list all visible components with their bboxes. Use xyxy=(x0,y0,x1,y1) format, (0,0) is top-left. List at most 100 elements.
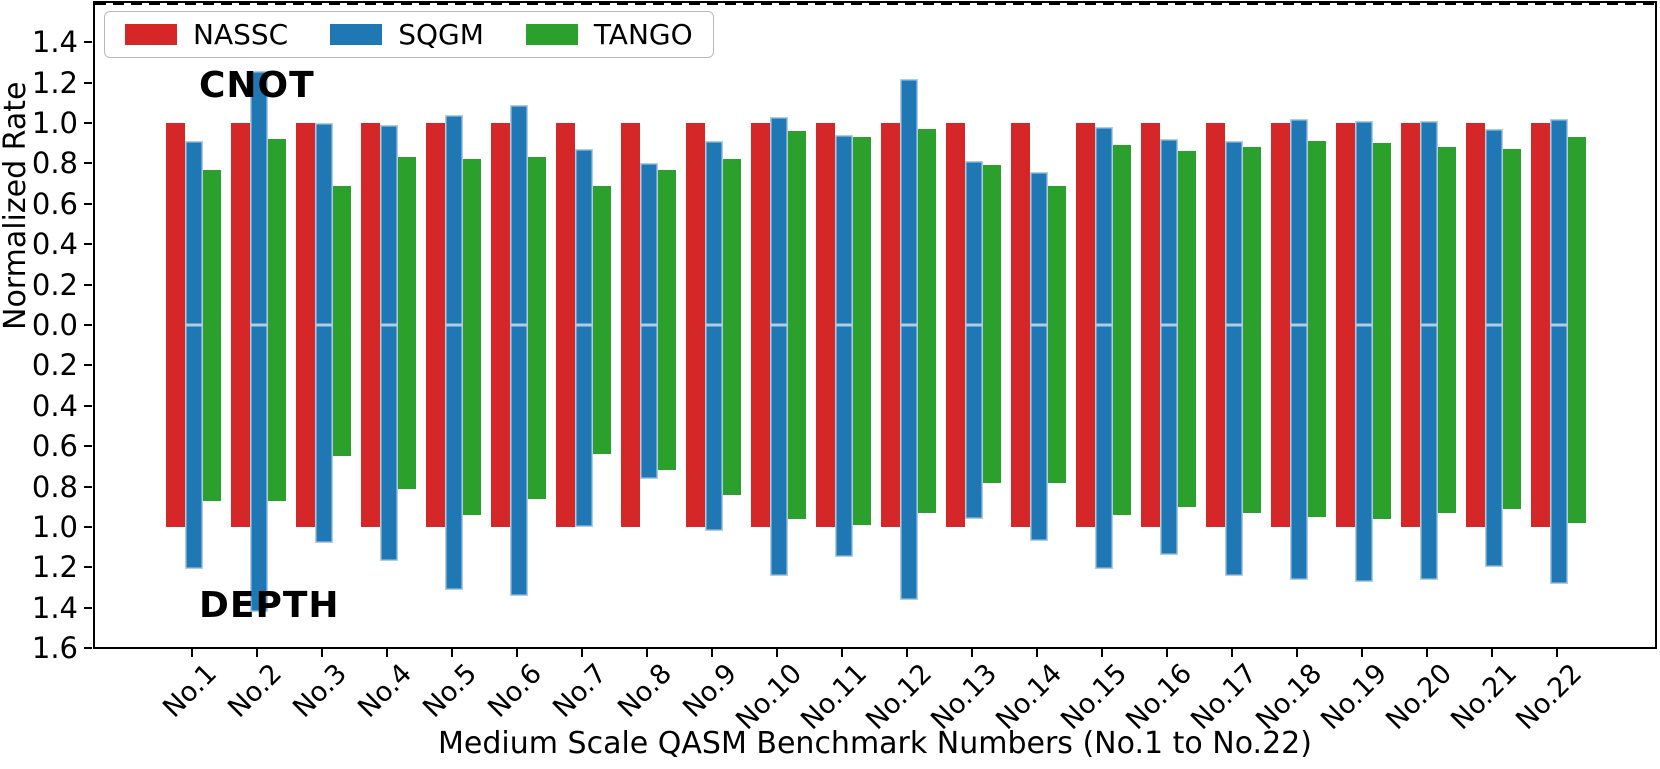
x-tick-label-No.19: No.19 xyxy=(1314,658,1393,736)
bar-depth-sqgm-No.3 xyxy=(314,325,333,544)
bar-depth-nassc-No.11 xyxy=(816,325,835,527)
legend-label: SQGM xyxy=(398,17,484,51)
x-tick xyxy=(905,649,908,657)
x-tick-label-No.12: No.12 xyxy=(859,658,938,736)
x-tick xyxy=(775,649,778,657)
bar-cnot-sqgm-No.1 xyxy=(184,141,203,325)
y-tick-label: 0.4 xyxy=(31,227,78,262)
bar-depth-sqgm-No.22 xyxy=(1549,325,1568,584)
bar-depth-sqgm-No.20 xyxy=(1419,325,1438,580)
x-tick xyxy=(1490,649,1493,657)
bar-group-No.5 xyxy=(426,3,482,647)
bar-depth-tango-No.21 xyxy=(1502,325,1522,509)
x-tick xyxy=(1165,649,1168,657)
bar-depth-tango-No.5 xyxy=(462,325,482,515)
bar-depth-nassc-No.10 xyxy=(751,325,770,527)
bar-cnot-nassc-No.16 xyxy=(1141,123,1160,325)
bar-cnot-nassc-No.10 xyxy=(751,123,770,325)
bar-depth-nassc-No.20 xyxy=(1401,325,1420,527)
x-axis-title: Medium Scale QASM Benchmark Numbers (No.… xyxy=(438,726,1312,761)
bar-cnot-nassc-No.3 xyxy=(296,123,315,325)
bar-cnot-nassc-No.2 xyxy=(231,123,250,325)
bar-group-No.13 xyxy=(946,3,1002,647)
y-tick xyxy=(84,404,92,407)
legend-label: TANGO xyxy=(593,17,693,51)
x-tick xyxy=(1360,649,1363,657)
bar-cnot-tango-No.22 xyxy=(1567,137,1587,325)
bar-depth-sqgm-No.17 xyxy=(1224,325,1243,576)
bar-cnot-sqgm-No.20 xyxy=(1419,121,1438,325)
bar-depth-sqgm-No.1 xyxy=(184,325,203,570)
bar-cnot-nassc-No.20 xyxy=(1401,123,1420,325)
legend-label: NASSC xyxy=(193,17,289,51)
bar-cnot-sqgm-No.9 xyxy=(704,141,723,325)
y-tick xyxy=(84,162,92,165)
bar-depth-nassc-No.9 xyxy=(686,325,705,527)
x-tick xyxy=(255,649,258,657)
bar-depth-sqgm-No.19 xyxy=(1354,325,1373,582)
bar-group-No.11 xyxy=(816,3,872,647)
bar-cnot-tango-No.13 xyxy=(982,165,1002,325)
bar-depth-nassc-No.19 xyxy=(1336,325,1355,527)
y-tick-label: 1.0 xyxy=(31,510,78,544)
bar-cnot-sqgm-No.21 xyxy=(1484,129,1503,325)
bar-depth-nassc-No.21 xyxy=(1466,325,1485,527)
bar-depth-nassc-No.7 xyxy=(556,325,575,527)
bar-cnot-sqgm-No.17 xyxy=(1224,141,1243,325)
bar-depth-tango-No.12 xyxy=(917,325,937,513)
bar-cnot-nassc-No.22 xyxy=(1531,123,1550,325)
y-tick xyxy=(84,202,92,205)
x-tick-label-No.7: No.7 xyxy=(546,658,613,724)
bar-cnot-sqgm-No.3 xyxy=(314,123,333,325)
bar-depth-sqgm-No.6 xyxy=(509,325,528,596)
bar-group-No.14 xyxy=(1011,3,1067,647)
y-tick-label: 1.4 xyxy=(31,25,78,60)
bar-depth-nassc-No.2 xyxy=(231,325,250,527)
bar-cnot-tango-No.7 xyxy=(592,185,612,325)
y-tick xyxy=(84,283,92,286)
bar-group-No.22 xyxy=(1531,3,1587,647)
bar-cnot-nassc-No.15 xyxy=(1076,123,1095,325)
bar-depth-tango-No.2 xyxy=(267,325,287,501)
bar-depth-tango-No.15 xyxy=(1112,325,1132,515)
bar-cnot-tango-No.8 xyxy=(657,169,677,325)
bar-depth-tango-No.17 xyxy=(1242,325,1262,513)
x-tick-label-No.18: No.18 xyxy=(1249,658,1328,736)
x-tick xyxy=(385,649,388,657)
bar-cnot-sqgm-No.8 xyxy=(639,163,658,325)
bar-cnot-tango-No.16 xyxy=(1177,151,1197,325)
bar-cnot-nassc-No.9 xyxy=(686,123,705,325)
bar-depth-sqgm-No.7 xyxy=(574,325,593,527)
bar-depth-tango-No.19 xyxy=(1372,325,1392,519)
bar-depth-sqgm-No.12 xyxy=(899,325,918,600)
bar-depth-nassc-No.16 xyxy=(1141,325,1160,527)
bar-depth-sqgm-No.18 xyxy=(1289,325,1308,580)
bar-cnot-tango-No.12 xyxy=(917,129,937,325)
bar-depth-tango-No.18 xyxy=(1307,325,1327,517)
x-tick-label-No.14: No.14 xyxy=(989,658,1068,736)
bar-depth-tango-No.20 xyxy=(1437,325,1457,513)
bar-cnot-tango-No.2 xyxy=(267,139,287,325)
legend-swatch-tango xyxy=(525,24,578,45)
y-tick xyxy=(84,243,92,246)
y-tick xyxy=(84,364,92,367)
x-tick-label-No.6: No.6 xyxy=(481,658,548,724)
bar-depth-tango-No.9 xyxy=(722,325,742,495)
bar-cnot-tango-No.19 xyxy=(1372,143,1392,325)
bar-group-No.7 xyxy=(556,3,612,647)
x-tick-label-No.3: No.3 xyxy=(286,658,353,724)
bar-group-No.15 xyxy=(1076,3,1132,647)
bar-cnot-tango-No.15 xyxy=(1112,145,1132,325)
bar-cnot-nassc-No.11 xyxy=(816,123,835,325)
y-tick-label: 1.0 xyxy=(31,106,78,140)
bar-cnot-sqgm-No.14 xyxy=(1029,171,1048,325)
bar-cnot-sqgm-No.7 xyxy=(574,149,593,325)
x-tick xyxy=(1035,649,1038,657)
bar-depth-nassc-No.14 xyxy=(1011,325,1030,527)
bar-cnot-nassc-No.13 xyxy=(946,123,965,325)
x-tick xyxy=(1100,649,1103,657)
bar-cnot-sqgm-No.2 xyxy=(249,70,268,325)
x-tick xyxy=(645,649,648,657)
y-tick-label: 0.2 xyxy=(31,267,78,302)
y-tick-label: 0.8 xyxy=(31,146,78,181)
